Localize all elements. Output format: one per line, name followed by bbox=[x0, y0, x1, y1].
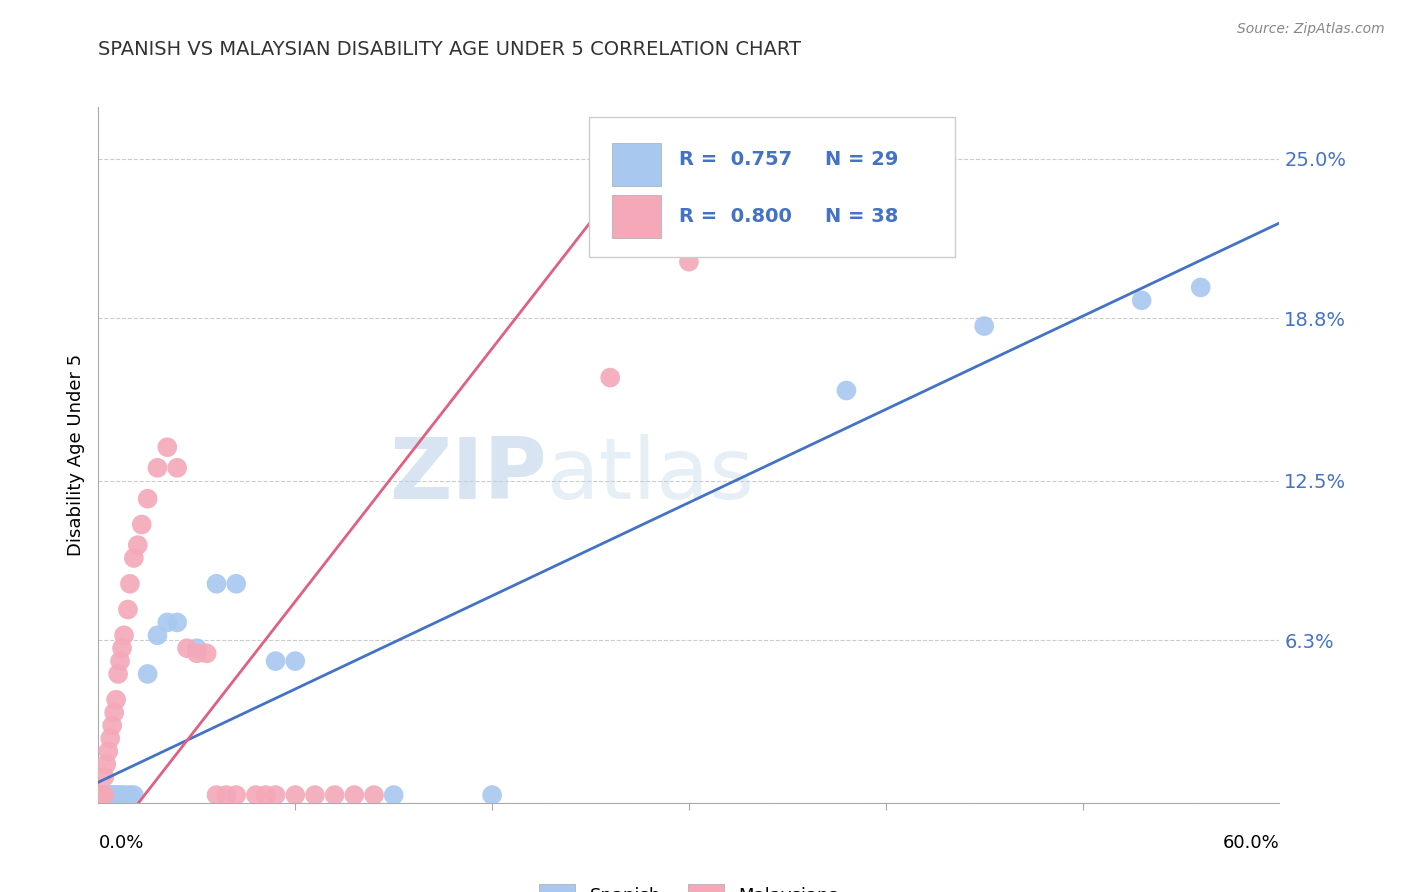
FancyBboxPatch shape bbox=[589, 118, 955, 257]
Point bbox=[835, 384, 858, 398]
Point bbox=[205, 576, 228, 591]
Text: N = 38: N = 38 bbox=[825, 208, 898, 227]
Point bbox=[122, 551, 145, 566]
Point bbox=[108, 788, 131, 802]
Point bbox=[115, 788, 138, 802]
Point bbox=[105, 788, 128, 802]
Text: N = 29: N = 29 bbox=[825, 150, 898, 169]
Point bbox=[215, 788, 238, 802]
Point bbox=[166, 615, 188, 630]
Point bbox=[264, 788, 287, 802]
Point bbox=[96, 788, 118, 802]
Point bbox=[186, 641, 208, 656]
FancyBboxPatch shape bbox=[612, 195, 661, 238]
Point bbox=[156, 440, 179, 454]
Point bbox=[1130, 293, 1153, 308]
Text: R =  0.800: R = 0.800 bbox=[679, 208, 793, 227]
Point bbox=[93, 788, 115, 802]
Point bbox=[1189, 280, 1212, 294]
Point bbox=[599, 370, 621, 384]
Point bbox=[254, 788, 277, 802]
Point bbox=[284, 788, 307, 802]
Point bbox=[323, 788, 346, 802]
Point bbox=[103, 788, 125, 802]
FancyBboxPatch shape bbox=[612, 144, 661, 186]
Point bbox=[264, 654, 287, 668]
Text: SPANISH VS MALAYSIAN DISABILITY AGE UNDER 5 CORRELATION CHART: SPANISH VS MALAYSIAN DISABILITY AGE UNDE… bbox=[98, 40, 801, 59]
Point bbox=[97, 744, 120, 758]
Point bbox=[118, 576, 141, 591]
Point bbox=[93, 788, 115, 802]
Point bbox=[136, 667, 159, 681]
Point bbox=[98, 788, 121, 802]
Point bbox=[93, 770, 115, 784]
Point bbox=[112, 628, 135, 642]
Point bbox=[186, 646, 208, 660]
Point bbox=[146, 628, 169, 642]
Point bbox=[101, 788, 124, 802]
Point bbox=[122, 788, 145, 802]
Point bbox=[166, 460, 188, 475]
Point bbox=[146, 460, 169, 475]
Text: 0.0%: 0.0% bbox=[98, 834, 143, 852]
Point bbox=[131, 517, 153, 532]
Point bbox=[363, 788, 385, 802]
Point bbox=[678, 254, 700, 268]
Point bbox=[225, 576, 247, 591]
Point bbox=[111, 641, 134, 656]
Point bbox=[205, 788, 228, 802]
Point bbox=[481, 788, 503, 802]
Y-axis label: Disability Age Under 5: Disability Age Under 5 bbox=[66, 354, 84, 556]
Text: ZIP: ZIP bbox=[389, 434, 547, 517]
Point bbox=[107, 788, 129, 802]
Point bbox=[304, 788, 326, 802]
Point bbox=[91, 788, 114, 802]
Point bbox=[118, 788, 141, 802]
Text: R =  0.757: R = 0.757 bbox=[679, 150, 793, 169]
Point bbox=[117, 602, 139, 616]
Point bbox=[101, 718, 124, 732]
Point bbox=[91, 788, 114, 802]
Point bbox=[973, 319, 995, 334]
Point bbox=[103, 706, 125, 720]
Point bbox=[97, 788, 120, 802]
Text: 60.0%: 60.0% bbox=[1223, 834, 1279, 852]
Point bbox=[343, 788, 366, 802]
Text: atlas: atlas bbox=[547, 434, 755, 517]
Point bbox=[245, 788, 267, 802]
Point bbox=[136, 491, 159, 506]
Point bbox=[108, 654, 131, 668]
Point bbox=[127, 538, 149, 552]
Text: Source: ZipAtlas.com: Source: ZipAtlas.com bbox=[1237, 22, 1385, 37]
Point bbox=[105, 692, 128, 706]
Point bbox=[98, 731, 121, 746]
Point bbox=[195, 646, 218, 660]
Point bbox=[156, 615, 179, 630]
Legend: Spanish, Malaysians: Spanish, Malaysians bbox=[540, 884, 838, 892]
Point bbox=[382, 788, 405, 802]
Point bbox=[176, 641, 198, 656]
Point bbox=[107, 667, 129, 681]
Point bbox=[284, 654, 307, 668]
Point bbox=[111, 788, 134, 802]
Point bbox=[96, 757, 118, 772]
Point bbox=[225, 788, 247, 802]
